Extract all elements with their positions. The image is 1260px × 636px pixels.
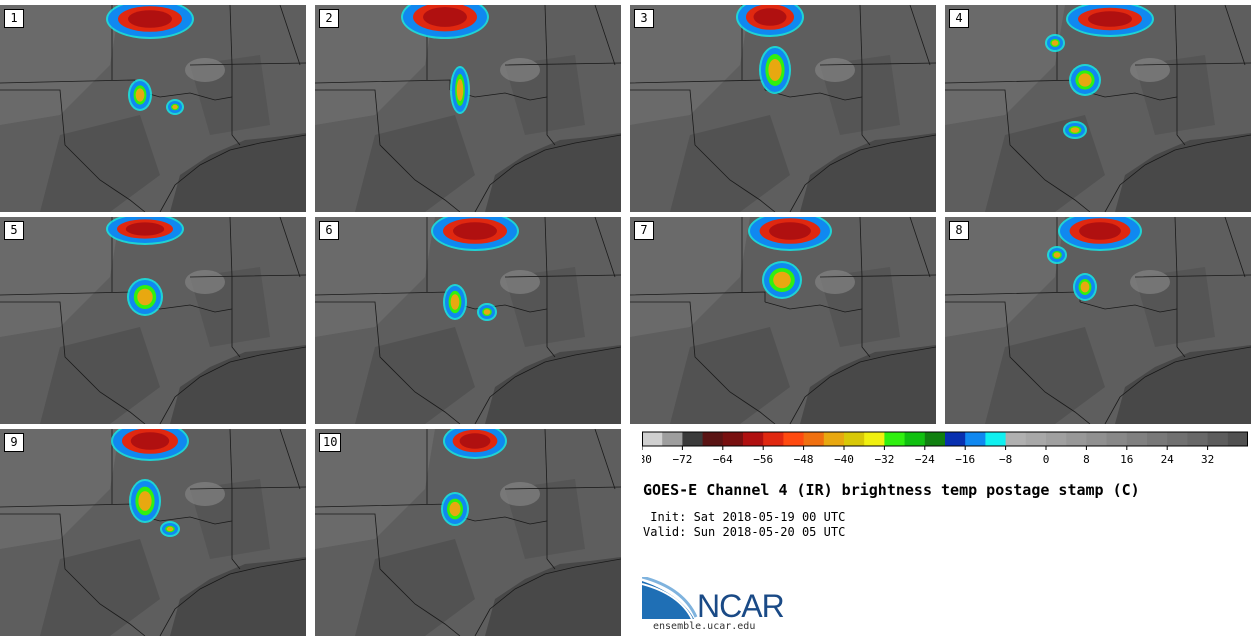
colorbar-tick-label: −56 bbox=[753, 453, 773, 466]
member-number-label: 8 bbox=[949, 221, 969, 240]
ensemble-member-panel: 2 bbox=[315, 5, 621, 212]
member-number-label: 6 bbox=[319, 221, 339, 240]
colorbar-segment bbox=[1005, 432, 1027, 446]
ncar-logo: NCAR bbox=[642, 577, 785, 621]
colorbar-segment bbox=[1086, 432, 1108, 446]
member-number-label: 4 bbox=[949, 9, 969, 28]
colorbar-segment bbox=[722, 432, 744, 446]
ensemble-member-panel: 6 bbox=[315, 217, 621, 424]
satellite-map bbox=[0, 5, 306, 212]
colorbar-segment bbox=[763, 432, 784, 446]
colorbar-segment bbox=[1187, 432, 1209, 446]
colorbar-tick-label: 16 bbox=[1120, 453, 1133, 466]
colorbar-tick-label: −64 bbox=[713, 453, 733, 466]
colorbar-tick-label: −48 bbox=[794, 453, 814, 466]
satellite-map bbox=[0, 429, 306, 636]
satellite-map bbox=[630, 217, 936, 424]
member-number-label: 10 bbox=[319, 433, 342, 452]
colorbar-segment bbox=[1025, 432, 1047, 446]
satellite-map bbox=[630, 5, 936, 212]
colorbar-segment bbox=[1147, 432, 1168, 446]
colorbar-segment bbox=[1167, 432, 1188, 446]
member-number-label: 9 bbox=[4, 433, 24, 452]
ensemble-member-panel: 9 bbox=[0, 429, 306, 636]
ensemble-member-panel: 10 bbox=[315, 429, 621, 636]
member-number-label: 1 bbox=[4, 9, 24, 28]
colorbar-segment bbox=[1106, 432, 1128, 446]
satellite-map bbox=[315, 5, 621, 212]
satellite-map bbox=[315, 217, 621, 424]
colorbar-tick-label: −8 bbox=[999, 453, 1012, 466]
ensemble-member-panel: 8 bbox=[945, 217, 1251, 424]
colorbar-segment bbox=[823, 432, 845, 446]
figure-title: GOES-E Channel 4 (IR) brightness temp po… bbox=[643, 481, 1140, 499]
colorbar-segment bbox=[682, 432, 704, 446]
colorbar-segment bbox=[864, 432, 885, 446]
colorbar-tick-label: 8 bbox=[1083, 453, 1090, 466]
colorbar-tick-label: −80 bbox=[642, 453, 652, 466]
colorbar-segment bbox=[884, 432, 906, 446]
colorbar-segment bbox=[662, 432, 683, 446]
ensemble-member-panel: 4 bbox=[945, 5, 1251, 212]
colorbar-segment bbox=[1046, 432, 1067, 446]
member-number-label: 5 bbox=[4, 221, 24, 240]
colorbar-segment bbox=[965, 432, 986, 446]
satellite-map bbox=[0, 217, 306, 424]
svg-text:NCAR: NCAR bbox=[697, 588, 784, 621]
colorbar-segment bbox=[1227, 432, 1248, 446]
colorbar-tick-label: −16 bbox=[955, 453, 975, 466]
ensemble-member-panel: 7 bbox=[630, 217, 936, 424]
colorbar-segment bbox=[1207, 432, 1229, 446]
colorbar-segment bbox=[1126, 432, 1148, 446]
ensemble-member-panel: 3 bbox=[630, 5, 936, 212]
colorbar-tick-label: −32 bbox=[874, 453, 894, 466]
colorbar-segment bbox=[743, 432, 764, 446]
valid-time: Valid: Sun 2018-05-20 05 UTC bbox=[643, 525, 846, 539]
colorbar-tick-label: 24 bbox=[1161, 453, 1175, 466]
colorbar-segment bbox=[1066, 432, 1087, 446]
colorbar-segment bbox=[945, 432, 966, 446]
colorbar-tick-label: 0 bbox=[1043, 453, 1050, 466]
colorbar-segment bbox=[702, 432, 724, 446]
colorbar-segment bbox=[844, 432, 865, 446]
website-url: ensemble.ucar.edu bbox=[653, 621, 756, 632]
init-time: Init: Sat 2018-05-19 00 UTC bbox=[643, 510, 846, 524]
colorbar-segment bbox=[924, 432, 946, 446]
ensemble-member-panel: 1 bbox=[0, 5, 306, 212]
colorbar-tick-label: −24 bbox=[915, 453, 935, 466]
colorbar-segment bbox=[783, 432, 805, 446]
colorbar-tick-label: 32 bbox=[1201, 453, 1214, 466]
colorbar-segment bbox=[803, 432, 825, 446]
member-number-label: 2 bbox=[319, 9, 339, 28]
colorbar-segment bbox=[642, 432, 663, 446]
colorbar-segment bbox=[985, 432, 1007, 446]
member-number-label: 7 bbox=[634, 221, 654, 240]
colorbar-segment bbox=[904, 432, 926, 446]
satellite-map bbox=[945, 217, 1251, 424]
colorbar-tick-label: −72 bbox=[672, 453, 692, 466]
satellite-map bbox=[315, 429, 621, 636]
colorbar-tick-label: −40 bbox=[834, 453, 854, 466]
member-number-label: 3 bbox=[634, 9, 654, 28]
ensemble-member-panel: 5 bbox=[0, 217, 306, 424]
satellite-map bbox=[945, 5, 1251, 212]
